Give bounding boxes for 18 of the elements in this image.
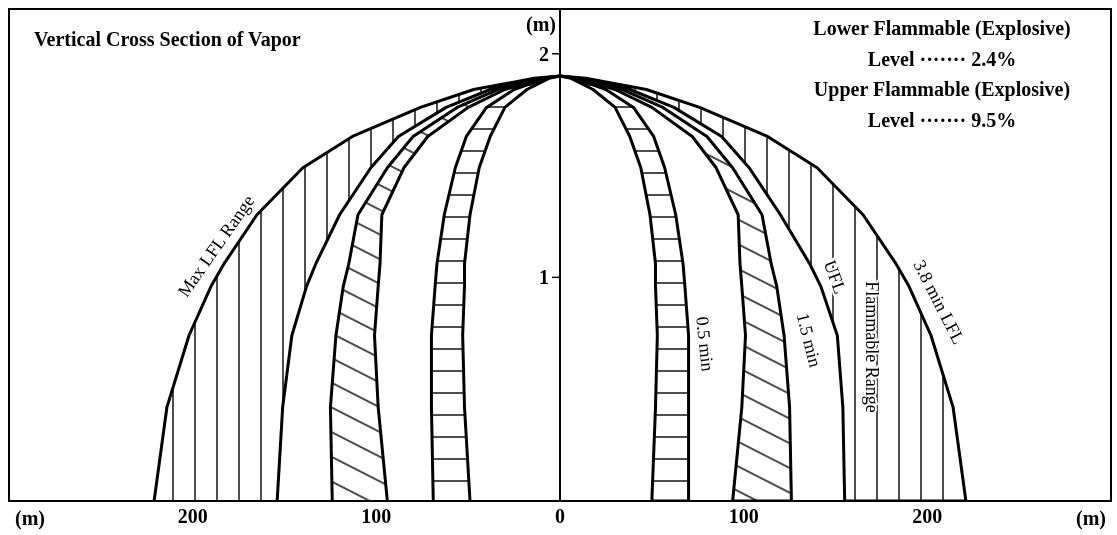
x-tick-label: 0 — [555, 505, 565, 528]
annotation: 3.8 min LFL — [909, 256, 969, 348]
y-tick-label: 1 — [539, 266, 549, 289]
annotation: UFL — [819, 257, 851, 297]
annotation: 1.5 min — [792, 310, 826, 370]
text: Vertical Cross Section of Vapor — [34, 28, 301, 51]
x-tick-label: 100 — [361, 505, 392, 528]
annotation: Upper Flammable (Explosive) Level ······· 9.5% — [813, 78, 1071, 131]
x-axis-title: (m) — [1076, 507, 1106, 530]
y-tick-label: 2 — [539, 42, 549, 65]
x-tick-label: 200 — [912, 505, 943, 528]
annotation: Flammable Range — [862, 281, 882, 413]
annotation: Lower Flammable (Explosive) Level ······· 2.4% — [813, 17, 1071, 70]
annotation: 0.5 min — [692, 315, 718, 373]
text: (m) — [15, 507, 45, 530]
x-tick-label: 200 — [177, 505, 208, 528]
x-tick-label: 100 — [728, 505, 759, 528]
y-axis-title: (m) — [526, 13, 556, 36]
